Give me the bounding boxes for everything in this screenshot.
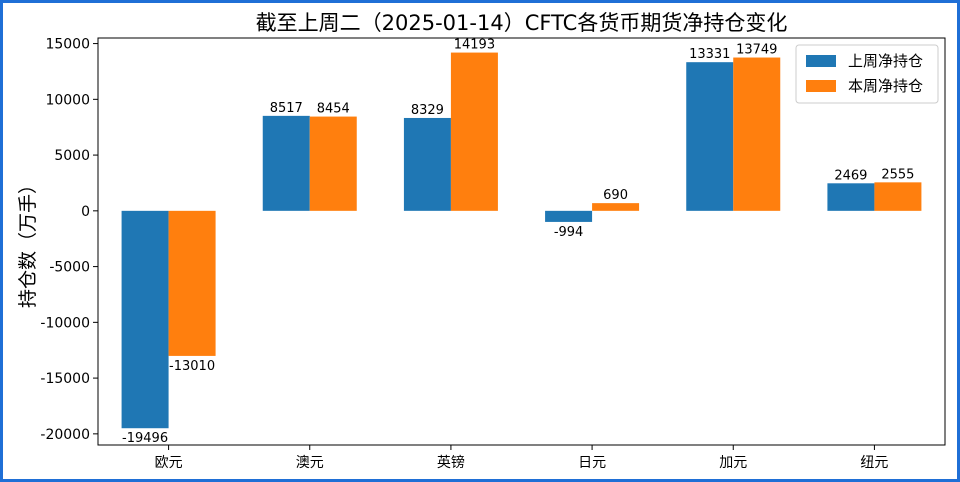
legend-swatch [806, 80, 836, 92]
bar-this-week [450, 52, 498, 211]
legend-swatch [806, 55, 836, 67]
bar-value-label: 690 [603, 188, 628, 203]
x-tick-label: 纽元 [860, 455, 888, 471]
bar-last-week [827, 183, 875, 211]
bar-last-week [121, 210, 169, 429]
y-tick-label: 0 [81, 204, 90, 220]
bar-value-label: -13010 [169, 359, 215, 374]
bar-this-week [733, 57, 781, 211]
chart-title: 截至上周二（2025-01-14）CFTC各货币期货净持仓变化 [256, 11, 788, 35]
chart-svg: 截至上周二（2025-01-14）CFTC各货币期货净持仓变化 持仓数（万手） … [17, 11, 946, 471]
bar-last-week [403, 117, 451, 211]
plot-area: -19496 -13010 欧元 8517 8454 澳元 8329 14193 英镑 -994 6… [40, 37, 946, 471]
y-tick-label: -15000 [40, 371, 90, 387]
bar-value-label: 14193 [454, 38, 495, 53]
bar-value-label: 8454 [317, 102, 350, 117]
bar-this-week [592, 203, 640, 211]
bar-value-label: 8517 [270, 101, 303, 116]
bar-value-label: 13331 [689, 47, 730, 62]
bar-this-week [168, 210, 216, 356]
x-tick-label: 日元 [578, 455, 606, 471]
y-axis-label: 持仓数（万手） [17, 175, 39, 308]
bar-last-week [686, 62, 734, 211]
y-tick-label: 10000 [45, 92, 90, 108]
bar-value-label: 2469 [834, 168, 867, 183]
bar-value-label: 2555 [881, 167, 914, 182]
x-tick-label: 英镑 [437, 454, 465, 471]
y-tick-label: -20000 [40, 427, 90, 443]
y-tick-label: 5000 [54, 148, 90, 164]
y-tick-label: 15000 [45, 37, 90, 53]
bar-value-label: 13749 [736, 43, 777, 58]
y-tick-label: -5000 [49, 260, 90, 276]
bar-last-week [262, 115, 310, 211]
x-tick-label: 欧元 [155, 455, 183, 471]
bar-last-week [545, 210, 593, 222]
legend-label: 本周净持仓 [848, 77, 923, 95]
bar-this-week [309, 116, 357, 211]
bar-this-week [874, 182, 922, 211]
y-tick-label: -10000 [40, 315, 90, 331]
legend-label: 上周净持仓 [848, 52, 923, 70]
x-tick-label: 澳元 [296, 455, 324, 471]
bar-value-label: -19496 [122, 431, 168, 446]
bar-value-label: 8329 [411, 103, 444, 118]
bar-value-label: -994 [554, 225, 584, 240]
x-tick-label: 加元 [719, 455, 747, 471]
plot-border [97, 37, 946, 446]
